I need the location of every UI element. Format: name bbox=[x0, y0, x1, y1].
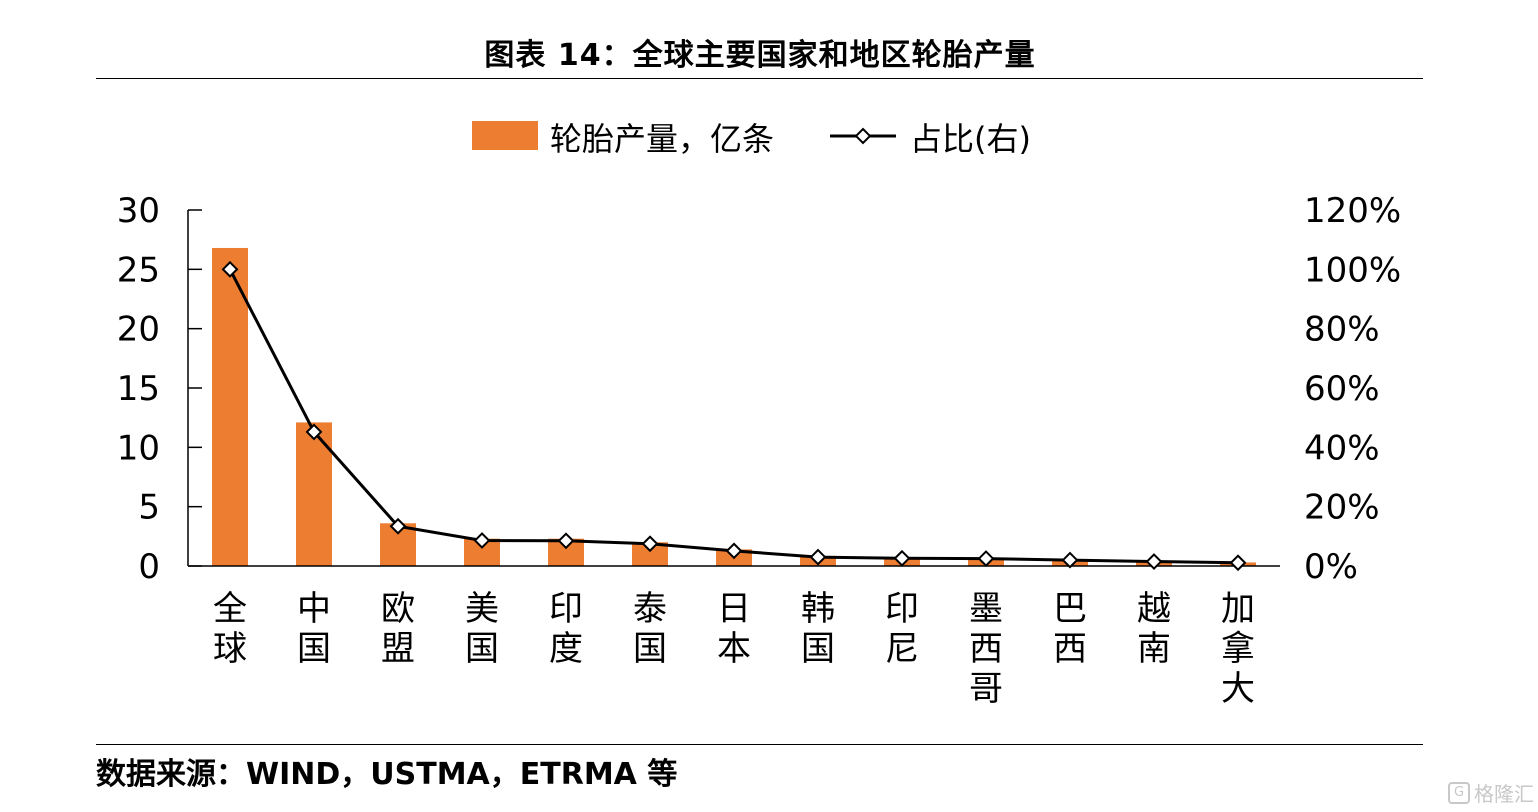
y-right-tick-label: 100% bbox=[1304, 250, 1401, 290]
legend-line-label: 占比(右) bbox=[910, 120, 1031, 158]
x-tick-label-char: 欧 bbox=[381, 589, 415, 629]
y-right-tick-label: 60% bbox=[1304, 369, 1380, 409]
legend-bar-label: 轮胎产量，亿条 bbox=[550, 120, 774, 158]
y-left-tick-label: 10 bbox=[117, 428, 160, 468]
x-tick-label-char: 泰 bbox=[633, 589, 667, 629]
share-marker bbox=[473, 532, 491, 549]
x-tick-label-char: 国 bbox=[297, 629, 331, 669]
y-left-tick-label: 30 bbox=[117, 191, 160, 231]
watermark-logo-icon: G bbox=[1448, 781, 1470, 804]
share-marker bbox=[641, 535, 659, 553]
share-marker bbox=[389, 517, 407, 535]
share-line bbox=[228, 268, 1239, 565]
x-tick-label-char: 盟 bbox=[381, 629, 415, 669]
x-tick-label-char: 西 bbox=[969, 629, 1003, 669]
x-tick-label-char: 大 bbox=[1221, 669, 1255, 709]
bar bbox=[632, 542, 668, 566]
chart-title: 图表 14：全球主要国家和地区轮胎产量 bbox=[484, 38, 1036, 73]
x-tick-label-char: 美 bbox=[465, 589, 499, 629]
watermark: G 格隆汇 bbox=[1448, 778, 1534, 807]
share-marker bbox=[1145, 553, 1163, 570]
x-tick-label-char: 印 bbox=[885, 589, 919, 629]
y-right-tick-label: 20% bbox=[1304, 488, 1380, 528]
x-tick-label-char: 越 bbox=[1137, 589, 1171, 629]
legend-bar-swatch bbox=[472, 121, 538, 150]
watermark-text: 格隆汇 bbox=[1474, 782, 1534, 806]
y-right-tick-label: 120% bbox=[1304, 191, 1401, 231]
title-divider bbox=[96, 78, 1423, 79]
x-tick-label-char: 中 bbox=[297, 589, 331, 629]
x-tick-label-char: 南 bbox=[1137, 629, 1171, 669]
x-tick-label-char: 西 bbox=[1053, 629, 1087, 669]
share-marker bbox=[1061, 551, 1079, 569]
share-marker bbox=[305, 423, 323, 441]
y-left-tick-label: 15 bbox=[117, 369, 160, 409]
x-tick-label-char: 哥 bbox=[969, 669, 1003, 709]
x-tick-label-char: 全 bbox=[213, 589, 247, 629]
y-right-tick-label: 40% bbox=[1304, 428, 1380, 468]
x-tick-label-char: 拿 bbox=[1221, 629, 1255, 669]
y-left-tick-label: 20 bbox=[117, 310, 160, 350]
source-divider bbox=[96, 744, 1423, 745]
source-note: 数据来源：WIND，USTMA，ETRMA 等 bbox=[96, 757, 678, 792]
share-marker bbox=[557, 532, 575, 550]
x-tick-label-char: 巴 bbox=[1053, 589, 1087, 629]
share-marker bbox=[893, 549, 911, 567]
x-tick-label-char: 韩 bbox=[801, 589, 835, 629]
y-left-tick-label: 25 bbox=[117, 250, 160, 290]
x-tick-label-char: 度 bbox=[549, 629, 583, 669]
x-tick-label-char: 尼 bbox=[885, 629, 919, 669]
x-tick-label-char: 球 bbox=[213, 629, 247, 669]
y-left-tick-label: 5 bbox=[138, 488, 160, 528]
y-left-tick-label: 0 bbox=[138, 547, 160, 587]
x-tick-label-char: 加 bbox=[1221, 589, 1255, 629]
x-tick-label-char: 墨 bbox=[969, 589, 1003, 629]
share-marker bbox=[809, 548, 827, 566]
x-tick-label-char: 国 bbox=[465, 629, 499, 669]
legend-line-marker bbox=[854, 127, 872, 145]
x-tick-label-char: 国 bbox=[801, 629, 835, 669]
y-right-tick-label: 80% bbox=[1304, 310, 1380, 350]
share-marker bbox=[1229, 554, 1247, 572]
x-tick-label-char: 印 bbox=[549, 589, 583, 629]
x-tick-label-char: 日 bbox=[717, 589, 751, 629]
bar bbox=[212, 247, 248, 566]
share-marker bbox=[221, 260, 239, 278]
x-tick-label-char: 本 bbox=[717, 629, 751, 669]
x-tick-label-char: 国 bbox=[633, 629, 667, 669]
share-marker bbox=[725, 542, 743, 560]
y-right-tick-label: 0% bbox=[1304, 547, 1358, 587]
share-marker bbox=[977, 550, 995, 567]
